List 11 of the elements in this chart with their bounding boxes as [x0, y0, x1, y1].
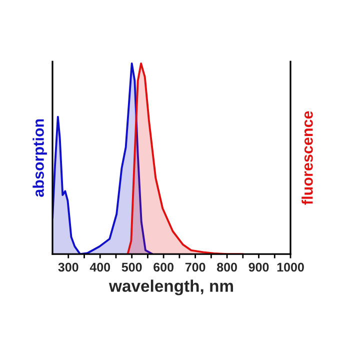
x-tick-label: 900 — [248, 262, 269, 272]
y-axis-title: absorption — [32, 119, 47, 197]
x-tick-label: 400 — [90, 262, 110, 272]
x-tick-label: 500 — [122, 262, 142, 272]
x-axis-title: wavelength, nm — [108, 280, 233, 296]
x-tick-label: 800 — [217, 262, 237, 272]
x-tick-label: 700 — [185, 262, 206, 272]
y2-axis-title: fluorescence — [302, 111, 313, 205]
x-tick-label: 600 — [154, 262, 174, 272]
x-tick-label: 1000 — [277, 262, 304, 272]
x-tick-label: 300 — [58, 262, 78, 272]
